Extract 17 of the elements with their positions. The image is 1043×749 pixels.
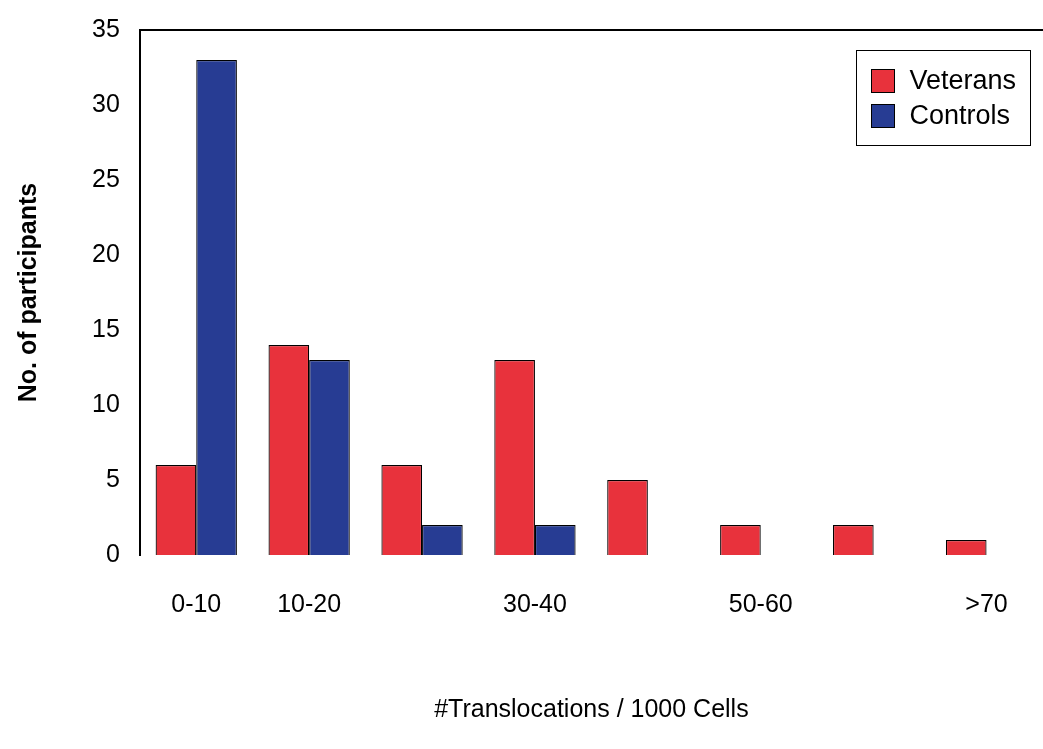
y-tick-label: 30 — [92, 88, 120, 117]
legend-label: Veterans — [909, 65, 1016, 96]
x-tick-label: 30-40 — [502, 588, 567, 617]
y-tick-label: 20 — [92, 238, 120, 267]
y-tick-label: 35 — [92, 13, 120, 42]
legend-label: Controls — [909, 100, 1010, 131]
x-axis-title: #Translocations / 1000 Cells — [434, 693, 749, 722]
y-tick-label: 0 — [105, 538, 120, 567]
y-tick-label: 10 — [92, 388, 120, 417]
y-axis-title: No. of participants — [12, 182, 41, 403]
x-tick-label: 50-60 — [728, 588, 793, 617]
y-tick-label: 25 — [92, 163, 120, 192]
y-tick-label: 15 — [92, 313, 120, 342]
x-tick-label: 10-20 — [277, 588, 342, 617]
x-tick-label: 0-10 — [171, 588, 222, 617]
x-tick-label: >70 — [965, 588, 1008, 617]
y-tick-label: 5 — [105, 463, 120, 492]
